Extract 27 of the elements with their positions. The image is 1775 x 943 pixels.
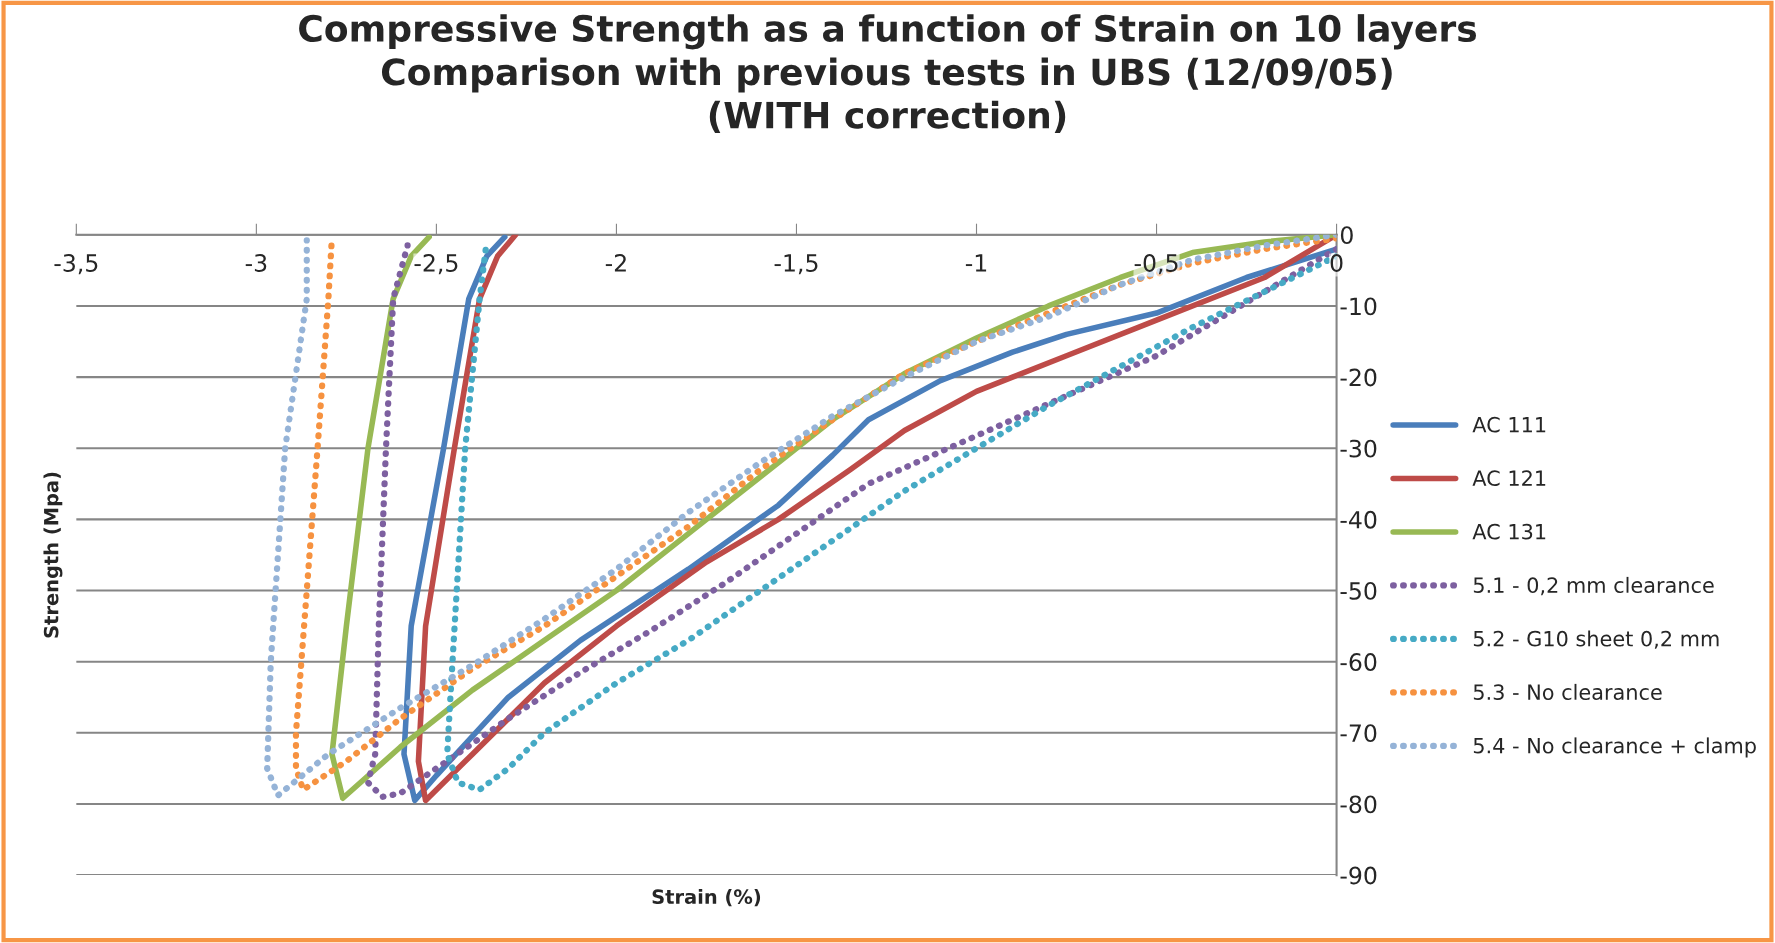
chart-title: Compressive Strength as a function of Strain on 10 layers Comparison with previous tests in UBS (12/09/05) (WITH correction) (299, 14, 1477, 133)
y-tick-label: -10 (1340, 297, 1377, 316)
legend-label: AC 111 (1472, 416, 1546, 433)
y-tick-label: -40 (1340, 510, 1377, 529)
legend-label: 5.4 - No clearance + clamp (1473, 737, 1756, 758)
x-tick-label: -1 (965, 254, 987, 272)
legend-label: 5.2 - G10 sheet 0,2 mm (1473, 630, 1719, 649)
x-tick-label: -3 (245, 254, 267, 272)
y-tick-label: -30 (1340, 439, 1377, 458)
legend-label: 5.3 - No clearance (1473, 683, 1662, 701)
x-tick-label: -3,5 (54, 254, 98, 275)
y-tick-label: -70 (1340, 724, 1377, 743)
x-tick-label: -0,5 (1134, 254, 1178, 275)
legend-label: AC 121 (1472, 470, 1546, 487)
x-tick-label: -2,5 (414, 254, 458, 275)
y-tick-label: 0 (1340, 226, 1353, 245)
y-tick-label: -50 (1340, 581, 1377, 600)
legend-label: AC 131 (1472, 523, 1546, 540)
legend-label: 5.1 - 0,2 mm clearance (1473, 576, 1714, 596)
x-axis-title: Strain (%) (652, 888, 761, 907)
y-tick-label: -60 (1340, 653, 1377, 671)
x-tick-label: -1,5 (774, 254, 818, 275)
y-tick-label: -90 (1340, 866, 1377, 885)
y-axis-title: Strength (Mpa) (43, 472, 63, 638)
y-tick-label: -20 (1340, 368, 1377, 387)
y-tick-label: -80 (1340, 795, 1377, 814)
x-tick-label: -2 (605, 254, 626, 272)
